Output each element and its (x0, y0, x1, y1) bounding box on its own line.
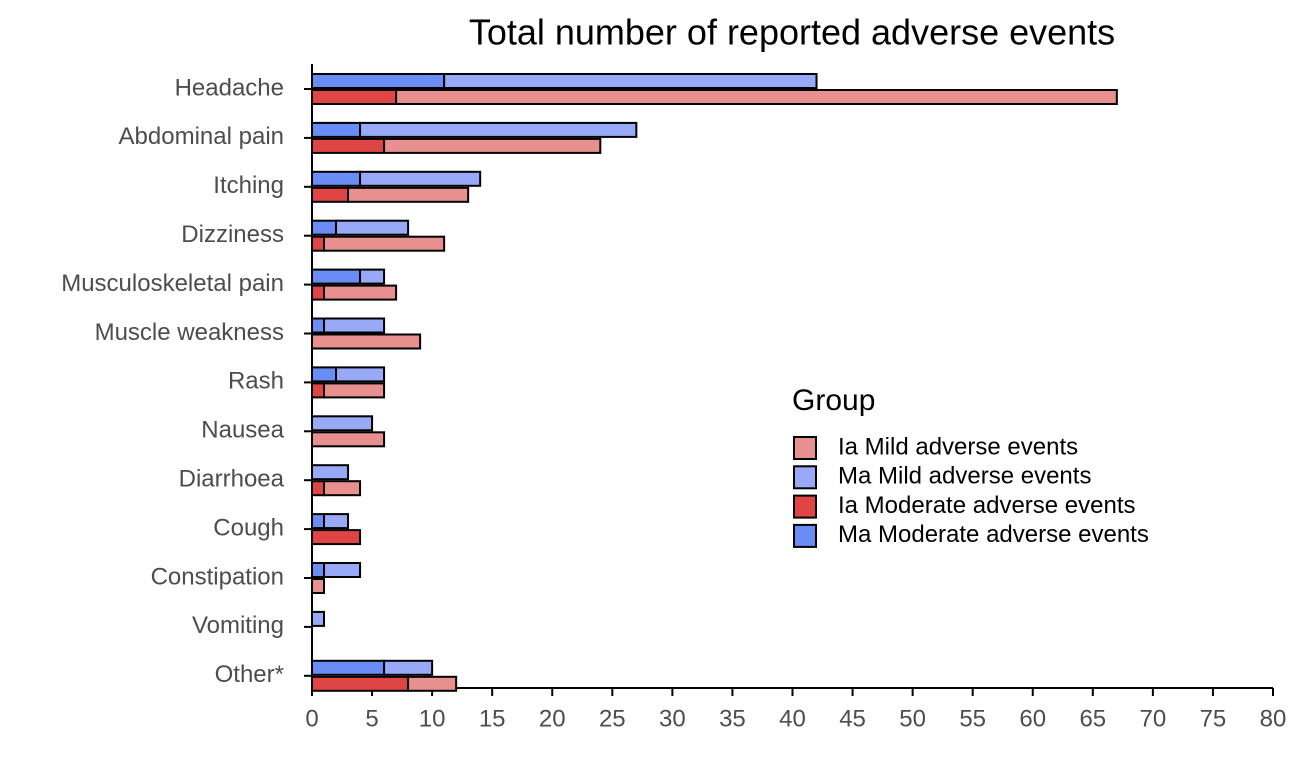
bar-segment (323, 317, 386, 334)
bar-segment (359, 268, 386, 285)
x-tick-label: 30 (659, 705, 686, 732)
bar-segment (311, 366, 338, 383)
y-tick-label: Constipation (151, 563, 284, 590)
x-tick-label: 65 (1079, 705, 1106, 732)
y-tick-label: Rash (228, 368, 284, 395)
bar-segment (395, 89, 1118, 105)
bar-segment (335, 366, 386, 383)
legend-label: Ma Mild adverse events (838, 463, 1091, 490)
bar-segment (311, 513, 326, 530)
x-tick-label: 45 (839, 705, 866, 732)
bar-segment (311, 219, 338, 236)
bar-segment (407, 675, 458, 692)
bar-segment (311, 170, 362, 187)
bar-segment (383, 137, 602, 154)
x-tick-label: 35 (719, 705, 746, 732)
bar-segment (311, 578, 326, 594)
legend-label: Ia Moderate adverse events (838, 492, 1136, 519)
y-tick-label: Nausea (201, 417, 284, 444)
bar-segment (347, 186, 470, 203)
bar-segment (443, 73, 818, 89)
bar-segment (311, 415, 374, 432)
y-tick-label: Headache (175, 74, 284, 101)
bar-segment (323, 562, 362, 578)
bar-segment (311, 562, 326, 578)
x-tick-label: 10 (419, 705, 446, 732)
y-tick-label: Cough (213, 514, 284, 541)
y-tick-label: Vomiting (192, 612, 284, 639)
x-tick-label: 55 (959, 705, 986, 732)
bar-segment (311, 284, 326, 301)
x-tick-label: 80 (1260, 705, 1287, 732)
legend-label: Ma Moderate adverse events (838, 521, 1149, 548)
legend-swatch (793, 494, 817, 519)
bar-segment (311, 268, 362, 285)
legend-swatch (793, 436, 817, 460)
x-tick-label: 15 (479, 705, 506, 732)
bar-segment (311, 464, 350, 481)
bar-segment (311, 529, 362, 546)
x-tick-label: 70 (1140, 705, 1167, 732)
x-tick-label: 75 (1200, 705, 1227, 732)
bar-segment (383, 659, 434, 676)
x-tick-label: 40 (779, 705, 806, 732)
legend-swatch (793, 465, 817, 490)
bar-segment (311, 121, 362, 138)
bar-segment (311, 186, 350, 203)
bar-segment (323, 284, 398, 301)
bar-segment (311, 333, 422, 350)
x-tick-label: 5 (365, 705, 378, 732)
bar-segment (311, 317, 326, 334)
y-tick-label: Itching (213, 172, 284, 199)
bar-segment (323, 382, 386, 399)
y-tick-label: Dizziness (181, 221, 284, 248)
bar-segment (311, 610, 326, 627)
bar-segment (311, 137, 386, 154)
bar-segment (335, 219, 410, 236)
y-tick-label: Muscle weakness (95, 319, 284, 346)
bar-segment (311, 73, 446, 89)
bar-segment (311, 659, 386, 676)
legend-label: Ia Mild adverse events (838, 433, 1078, 460)
x-tick-label: 60 (1019, 705, 1046, 732)
legend-swatch (793, 523, 817, 548)
x-tick-label: 0 (305, 705, 318, 732)
x-tick-label: 20 (539, 705, 566, 732)
bar-segment (311, 382, 326, 399)
bar-segment (311, 675, 410, 692)
bar-segment (323, 235, 446, 252)
y-tick-label: Abdominal pain (119, 123, 284, 150)
bar-segment (311, 480, 326, 497)
bar-segment (311, 235, 326, 252)
legend-title: Group (792, 384, 875, 417)
bar-segment (359, 170, 482, 187)
bar-segment (323, 480, 362, 497)
bar-segment (311, 431, 386, 448)
x-tick-label: 25 (599, 705, 626, 732)
x-tick-label: 50 (899, 705, 926, 732)
y-tick-label: Diarrhoea (179, 466, 285, 493)
bar-segment (311, 89, 398, 105)
y-tick-label: Other* (215, 661, 284, 688)
bar-segment (323, 513, 350, 530)
chart-title: Total number of reported adverse events (469, 12, 1115, 53)
bar-segment (359, 121, 638, 138)
y-tick-label: Musculoskeletal pain (61, 270, 284, 297)
